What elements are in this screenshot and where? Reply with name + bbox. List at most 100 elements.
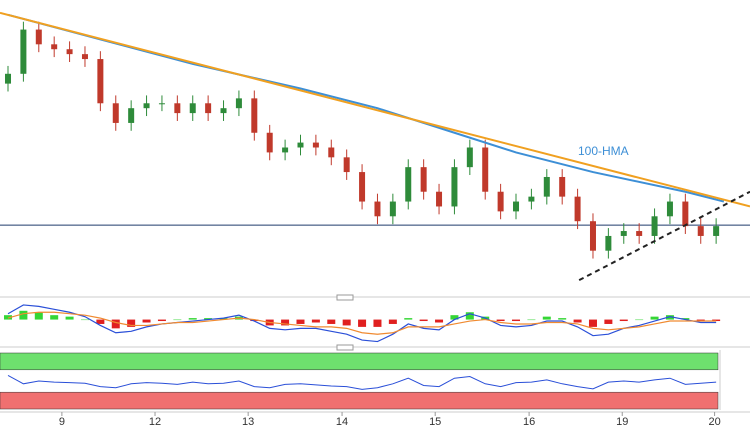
macd-bar — [573, 319, 582, 323]
candle-body — [574, 196, 581, 222]
candle-body — [66, 49, 73, 55]
candle-body — [312, 142, 319, 148]
macd-bar — [450, 315, 459, 320]
candle-body — [266, 132, 273, 153]
drag-handle[interactable] — [336, 294, 354, 301]
macd-bar — [619, 319, 628, 322]
macd-bar — [19, 310, 28, 320]
macd-bar — [111, 319, 120, 329]
macd-bar — [542, 316, 551, 320]
macd-bar — [465, 312, 474, 320]
macd-bar — [588, 319, 597, 327]
candle-body — [5, 73, 12, 84]
candle-body — [528, 196, 535, 202]
candle-body — [51, 44, 58, 50]
macd-bar — [665, 315, 674, 320]
macd-bar — [80, 319, 89, 321]
candle-body — [343, 157, 350, 173]
candle-body — [420, 167, 427, 192]
candle-body — [297, 142, 304, 148]
candle-body — [20, 29, 27, 74]
x-tick-label: 12 — [149, 416, 161, 428]
macd-bar — [219, 318, 228, 320]
candle-body — [97, 59, 104, 104]
candle-body — [620, 231, 627, 236]
macd-bar — [204, 318, 213, 320]
macd-bar — [558, 318, 567, 320]
macd-bar — [527, 319, 536, 321]
candle-body — [697, 226, 704, 236]
candle-body — [466, 147, 473, 168]
candle-body — [405, 167, 412, 202]
x-tick-label: 19 — [616, 416, 628, 428]
hma-label: 100-HMA — [578, 144, 629, 158]
macd-bar — [142, 319, 151, 323]
candle-body — [451, 167, 458, 207]
candle-body — [174, 103, 181, 114]
candle-body — [374, 201, 381, 217]
candle-body — [713, 226, 720, 236]
x-tick-label: 13 — [242, 416, 254, 428]
macd-bar — [496, 319, 505, 322]
macd-bar — [188, 318, 197, 320]
macd-bar — [373, 319, 382, 327]
candle-body — [605, 235, 612, 251]
macd-bar — [512, 319, 521, 322]
x-tick-label: 20 — [708, 416, 720, 428]
candle-body — [205, 103, 212, 114]
macd-bar — [358, 319, 367, 327]
candle-body — [328, 147, 335, 158]
candle-body — [282, 147, 289, 153]
x-tick-label: 14 — [336, 416, 348, 428]
macd-bar — [681, 318, 690, 320]
candle-body — [589, 221, 596, 251]
macd-bar — [157, 319, 166, 322]
macd-bar — [635, 319, 644, 321]
candle-body — [189, 103, 196, 114]
candle-body — [436, 191, 443, 207]
macd-bar — [327, 319, 336, 324]
macd-bar — [712, 319, 721, 322]
candle-body — [220, 108, 227, 114]
x-tick-label: 15 — [429, 416, 441, 428]
candle-body — [112, 103, 119, 123]
macd-bar — [127, 319, 136, 327]
rsi-line — [7, 374, 717, 390]
macd-bar — [96, 319, 105, 324]
x-tick-label: 16 — [523, 416, 535, 428]
macd-bar — [311, 319, 320, 323]
signal-line — [7, 311, 717, 335]
candle-body — [497, 191, 504, 212]
macd-bar — [696, 319, 705, 322]
macd-bar — [604, 319, 613, 324]
macd-bar — [65, 316, 74, 320]
candle-body — [235, 98, 242, 109]
macd-bar — [34, 312, 43, 320]
macd-bar — [435, 319, 444, 323]
candle-body — [251, 98, 258, 133]
candle-body — [682, 201, 689, 227]
macd-bar — [250, 319, 259, 322]
x-tick-label: 9 — [59, 416, 65, 428]
candle-body — [666, 201, 673, 217]
candle-body — [651, 216, 658, 236]
macd-bar — [342, 319, 351, 326]
macd-bar — [50, 315, 59, 320]
macd-bar — [404, 318, 413, 320]
candle-body — [81, 54, 88, 60]
candle-body — [513, 201, 520, 212]
macd-bar — [173, 319, 182, 321]
macd-bar — [388, 319, 397, 324]
macd-bar — [296, 319, 305, 324]
rsi-lower-band — [0, 391, 719, 410]
macd-bar — [281, 319, 290, 326]
macd-line — [7, 304, 717, 343]
trend-line — [0, 11, 750, 208]
macd-bar — [650, 316, 659, 320]
candle-body — [143, 103, 150, 109]
drag-handle[interactable] — [336, 344, 354, 351]
candle-body — [482, 147, 489, 192]
candle-body — [389, 201, 396, 217]
